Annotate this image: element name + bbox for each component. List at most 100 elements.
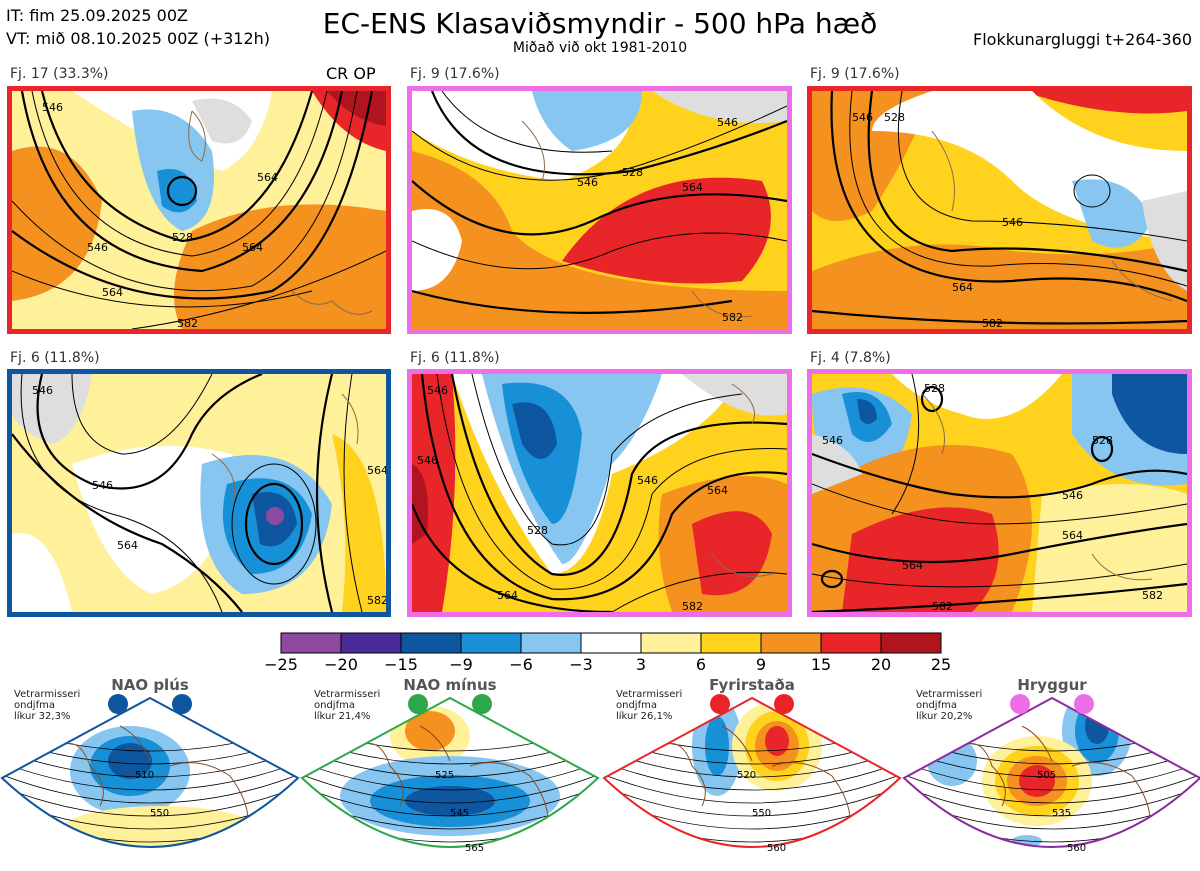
panel-6-contour-label: 582 (1142, 589, 1163, 602)
colorbar-tick-label: −3 (569, 655, 593, 674)
panel-3-contour-label: 546 (1002, 216, 1023, 229)
regime-border (300, 696, 600, 848)
colorbar-swatch (580, 632, 642, 654)
colorbar-tick-label: −15 (384, 655, 418, 674)
regime-marker-dot (1010, 694, 1030, 714)
regime-note-line: líkur 26,1% (616, 711, 673, 722)
regime-marker-dot (408, 694, 428, 714)
height-contour (604, 761, 900, 791)
regime-name: Fyrirstaða (709, 676, 795, 694)
panel-6-contour-label: 528 (924, 382, 945, 395)
colorbar-tick-label: 6 (695, 655, 707, 674)
anomaly-shading (405, 711, 455, 751)
regime-panel[interactable]: 510 550 NAO plús Vetrarmisseri ondjfma líkur … (0, 676, 300, 871)
panel-5-contour-label: 582 (682, 600, 703, 612)
regime-note-line: líkur 32,3% (14, 711, 71, 722)
cluster-map-3[interactable]: 546 528 546 564 582 (807, 86, 1192, 334)
panel-4-contour-label: 564 (117, 539, 138, 552)
regime-note-line: líkur 21,4% (314, 711, 371, 722)
anomaly-colorbar (280, 632, 944, 658)
panel-4-contour-label: 564 (367, 464, 386, 477)
regime-probability-note: Vetrarmisseri ondjfma líkur 20,2% (916, 689, 982, 722)
regime-marker-dot (1074, 694, 1094, 714)
regime-marker-dot (710, 694, 730, 714)
regime-marker-dot (774, 694, 794, 714)
cluster-map-6[interactable]: 528 528 546 564 546 564 582 582 (807, 369, 1192, 617)
panel-2-contour-label: 546 (717, 116, 738, 129)
panel-5-contour-label: 564 (707, 484, 728, 497)
colorbar-swatch (520, 632, 582, 654)
cluster-map-2[interactable]: 546 546 528 564 582 (407, 86, 792, 334)
panel-3-label: Fj. 9 (17.6%) (810, 66, 900, 82)
colorbar-tick-label: 3 (635, 655, 647, 674)
panel-2-contour-label: 528 (622, 166, 643, 179)
initial-time: IT: fim 25.09.2025 00Z (6, 6, 188, 25)
regime-name: Hryggur (1017, 676, 1087, 694)
regime-note-line: ondjfma (14, 700, 55, 711)
regime-border (0, 696, 300, 848)
cluster-map-5[interactable]: 546 546 528 546 564 564 582 (407, 369, 792, 617)
panel-6-contour-label: 564 (902, 559, 923, 572)
regime-contour-label: 550 (150, 808, 169, 819)
anomaly-shading (705, 716, 729, 776)
height-contour (2, 761, 298, 791)
panel-2-contour-label: 582 (722, 311, 743, 324)
panel-1-contour-label: 582 (177, 317, 198, 329)
regime-contour-label: 565 (465, 843, 484, 854)
regime-name: NAO mínus (403, 676, 497, 694)
regime-probability-note: Vetrarmisseri ondjfma líkur 21,4% (314, 689, 380, 722)
colorbar-swatch (280, 632, 342, 654)
page-title: EC-ENS Klasaviðsmyndir - 500 hPa hæð (322, 7, 878, 40)
regime-note-line: ondjfma (314, 700, 355, 711)
height-contour (904, 761, 1200, 791)
panel-6-contour-label: 528 (1092, 434, 1113, 447)
colorbar-swatch (640, 632, 702, 654)
panel-4-contour-label: 546 (92, 479, 113, 492)
panel-2-contour-label: 564 (682, 181, 703, 194)
op-label: CR OP (326, 64, 376, 83)
panel-1-contour-label: 528 (172, 231, 193, 244)
panel-5-contour-label: 564 (497, 589, 518, 602)
regime-panel[interactable]: 520 550 560 Fyrirstaða Vetrarmisseri ondjfma l… (602, 676, 902, 871)
regime-note-line: líkur 20,2% (916, 711, 973, 722)
colorbar-tick-label: −6 (509, 655, 533, 674)
regime-marker-dot (172, 694, 192, 714)
panel-1-contour-label: 564 (102, 286, 123, 299)
panel-4-label: Fj. 6 (11.8%) (10, 350, 100, 366)
cluster-map-4[interactable]: 546 546 564 564 582 (7, 369, 391, 617)
colorbar-swatch (700, 632, 762, 654)
colorbar-tick-label: 15 (810, 655, 832, 674)
height-contour (904, 773, 1200, 804)
anomaly-shading (765, 726, 789, 756)
height-contour (604, 773, 900, 804)
height-contour (904, 785, 1200, 817)
colorbar-swatch (760, 632, 822, 654)
regime-marker-dot (108, 694, 128, 714)
height-contour (302, 749, 598, 778)
regime-note-line: Vetrarmisseri (616, 689, 683, 700)
height-contour (302, 761, 598, 791)
panel-3-contour-label: 582 (982, 317, 1003, 329)
regime-border (902, 696, 1200, 848)
height-contour (2, 785, 298, 817)
anomaly-shading (405, 786, 495, 816)
cluster-map-1[interactable]: 546 564 528 546 564 564 582 (7, 86, 391, 334)
classification-window: Flokkunargluggi t+264-360 (973, 30, 1192, 49)
regime-note-line: Vetrarmisseri (14, 689, 81, 700)
regime-panel[interactable]: 525 545 565 NAO mínus Vetrarmisseri ondjfma lí… (300, 676, 600, 871)
panel-5-label: Fj. 6 (11.8%) (410, 350, 500, 366)
colorbar-tick-label: 25 (930, 655, 952, 674)
colorbar-swatch (340, 632, 402, 654)
anomaly-shading (108, 743, 152, 779)
panel-2-contour-label: 546 (577, 176, 598, 189)
panel-6-label: Fj. 4 (7.8%) (810, 350, 891, 366)
panel-2-label: Fj. 9 (17.6%) (410, 66, 500, 82)
height-contour (2, 845, 298, 847)
height-contour (604, 845, 900, 847)
panel-6-contour-label: 564 (1062, 529, 1083, 542)
regime-border (602, 696, 902, 848)
regime-panel[interactable]: 505 535 560 Hryggur Vetrarmisseri ondjfma líku… (902, 676, 1200, 871)
colorbar-swatch (460, 632, 522, 654)
colorbar-tick-label: −20 (324, 655, 358, 674)
colorbar-swatch (880, 632, 942, 654)
